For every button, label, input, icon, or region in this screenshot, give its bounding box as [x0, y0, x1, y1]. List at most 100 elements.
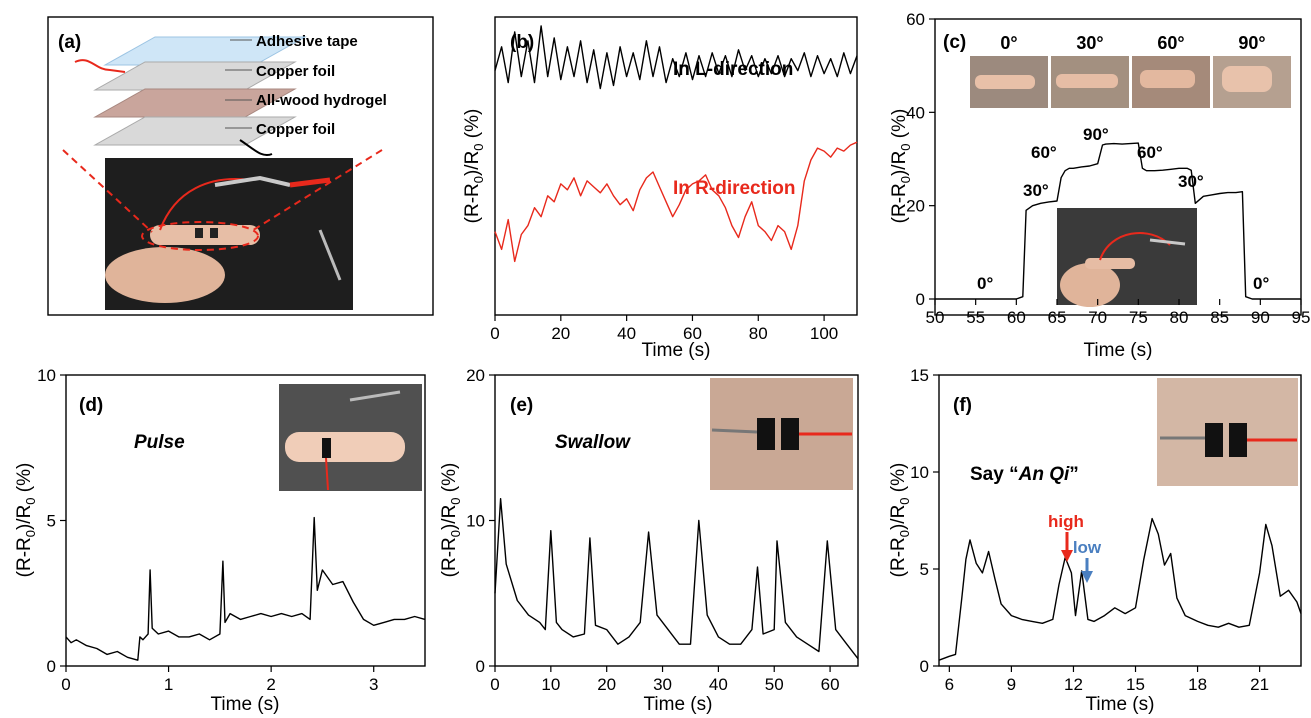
x-tick-label: 18: [1188, 675, 1207, 694]
panel-d-xlabel: Time (s): [211, 694, 280, 715]
x-tick-label: 100: [810, 324, 838, 343]
series-line: [935, 142, 1301, 300]
layer-label-copper-foil-top: Copper foil: [256, 63, 335, 80]
x-tick-label: 9: [1007, 675, 1016, 694]
annotation-low: low: [1073, 538, 1102, 557]
x-tick-label: 80: [749, 324, 768, 343]
angle-annotation-30-fall: 30°: [1178, 172, 1204, 191]
high-arrowhead-icon: [1061, 550, 1073, 562]
panel-e-label: (e): [510, 395, 533, 416]
panel-b: (b) In L-direction In R-direction 0 20 40 6…: [462, 16, 858, 361]
neck-inset-photo: [1157, 378, 1298, 486]
finger-sensor-photo: [105, 158, 353, 310]
x-tick-label: 50: [765, 675, 784, 694]
annotation-high: high: [1048, 512, 1084, 531]
x-tick-label: 2: [266, 675, 275, 694]
inset-angle-30: 30°: [1076, 33, 1103, 53]
panel-d-condition-label: Pulse: [134, 432, 185, 453]
angle-annotation-90: 90°: [1083, 125, 1109, 144]
x-tick-label: 6: [945, 675, 954, 694]
x-tick-label: 60: [683, 324, 702, 343]
panel-f-condition-label: Say “An Qi”: [970, 464, 1079, 485]
panel-c-xlabel: Time (s): [1084, 340, 1153, 361]
x-tick-label: 15: [1126, 675, 1145, 694]
panel-c-label: (c): [943, 32, 966, 53]
series-line: [938, 517, 1302, 661]
y-tick-label: 40: [906, 103, 925, 122]
layer-label-copper-foil-bottom: Copper foil: [256, 121, 335, 138]
y-tick-label: 5: [920, 560, 929, 579]
red-wire-icon: [74, 59, 126, 73]
x-tick-label: 80: [1170, 308, 1189, 327]
throat-inset-photo: [710, 378, 853, 490]
angle-annotation-60-fall: 60°: [1137, 143, 1163, 162]
x-tick-label: 20: [597, 675, 616, 694]
x-tick-label: 3: [369, 675, 378, 694]
x-tick-label: 0: [490, 324, 499, 343]
panel-c-frame: [934, 18, 1302, 316]
panel-d-ylabel: (R-R0)/R0 (%): [14, 463, 38, 578]
panel-e-ylabel: (R-R0)/R0 (%): [439, 463, 463, 578]
panel-f-plot: 6 9 12 15 18 21 0 5 10 15: [910, 366, 1302, 694]
y-tick-label: 5: [47, 512, 56, 531]
panel-a: (a) Adhesive tape Copper foil All-wood h…: [47, 16, 434, 316]
y-tick-label: 20: [906, 197, 925, 216]
wrist-inset-photo: [279, 384, 422, 491]
panel-d: (d) Pulse 0 1 2 3 0 5 10 Time (s) (R-R0)/R0 (%…: [14, 366, 426, 715]
x-tick-label: 40: [617, 324, 636, 343]
panel-d-plot: 0 1 2 3 0 5 10: [37, 366, 426, 694]
y-tick-label: 10: [466, 512, 485, 531]
x-tick-label: 75: [1129, 308, 1148, 327]
panel-c-plot: 50 55 60 65 70 75 80 85 90 95 0 20 40 60: [906, 10, 1310, 327]
panel-c: (c) 0° 30° 60° 90° 50 55 60 65 70 75 80 85 90 95 0…: [889, 10, 1310, 361]
angle-annotation-0-end: 0°: [1253, 274, 1269, 293]
y-tick-label: 0: [916, 290, 925, 309]
hand-inset-photo: [1057, 208, 1197, 307]
x-tick-label: 65: [1048, 308, 1067, 327]
layer-label-hydrogel: All-wood hydrogel: [256, 92, 387, 109]
series-line: [65, 516, 426, 661]
x-tick-label: 21: [1250, 675, 1269, 694]
black-wire-icon: [239, 139, 273, 156]
x-tick-label: 90: [1251, 308, 1270, 327]
series-line: [494, 141, 858, 263]
panel-b-plot: 0 20 40 60 80 100: [490, 25, 858, 343]
x-tick-label: 40: [709, 675, 728, 694]
series-label-r-direction: In R-direction: [673, 178, 795, 199]
inset-angle-0: 0°: [1000, 33, 1017, 53]
x-tick-label: 50: [926, 308, 945, 327]
x-tick-label: 55: [966, 308, 985, 327]
panel-f: (f) Say “An Qi” 6 9 12 15 18 21 0 5 10 15 high lo…: [888, 366, 1302, 715]
angle-annotation-0-start: 0°: [977, 274, 993, 293]
y-tick-label: 0: [920, 657, 929, 676]
panel-f-ylabel: (R-R0)/R0 (%): [888, 463, 912, 578]
series-line: [494, 25, 858, 90]
panel-f-frame: [938, 374, 1302, 667]
x-tick-label: 30: [653, 675, 672, 694]
y-tick-label: 10: [910, 463, 929, 482]
x-tick-label: 10: [541, 675, 560, 694]
y-tick-label: 20: [466, 366, 485, 385]
x-tick-label: 20: [551, 324, 570, 343]
y-tick-label: 0: [47, 657, 56, 676]
panel-a-label: (a): [58, 32, 81, 53]
x-tick-label: 85: [1210, 308, 1229, 327]
x-tick-label: 0: [490, 675, 499, 694]
angle-annotation-60-rise: 60°: [1031, 143, 1057, 162]
series-line: [494, 498, 859, 660]
y-tick-label: 15: [910, 366, 929, 385]
inset-angle-90: 90°: [1238, 33, 1265, 53]
y-tick-label: 10: [37, 366, 56, 385]
copper-foil-bottom-layer: [93, 116, 297, 146]
panel-f-label: (f): [953, 395, 972, 416]
layer-label-adhesive-tape: Adhesive tape: [256, 33, 358, 50]
panel-b-ylabel: (R-R0)/R0 (%): [462, 109, 486, 224]
x-tick-label: 1: [164, 675, 173, 694]
panel-f-xlabel: Time (s): [1086, 694, 1155, 715]
panel-c-ylabel: (R-R0)/R0 (%): [889, 109, 913, 224]
panel-d-label: (d): [79, 395, 103, 416]
angle-annotation-30-rise: 30°: [1023, 181, 1049, 200]
x-tick-label: 12: [1064, 675, 1083, 694]
